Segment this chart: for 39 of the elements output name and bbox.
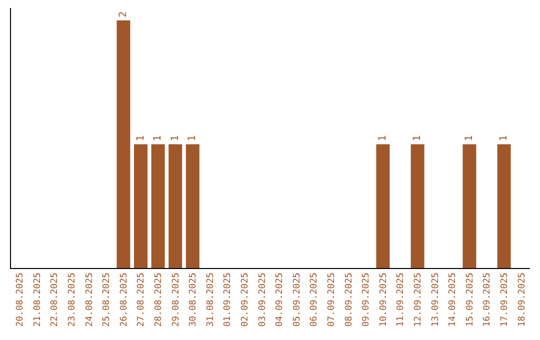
x-tick-label: 10.09.2025 [378, 272, 389, 327]
data-label: 1 [412, 135, 424, 142]
x-tick-label: 27.08.2025 [136, 272, 147, 327]
x-tick-label: 05.09.2025 [292, 272, 302, 327]
x-tick-label: 18.09.2025 [517, 272, 528, 327]
x-tick-label: 06.09.2025 [310, 272, 320, 327]
x-tick-label: 09.09.2025 [362, 272, 372, 327]
x-tick-label: 07.09.2025 [326, 272, 337, 327]
x-tick-label: 01.09.2025 [223, 272, 234, 327]
data-label: 1 [152, 135, 164, 142]
x-tick-label: 13.09.2025 [430, 272, 441, 327]
x-tick-label: 12.09.2025 [413, 272, 424, 327]
x-tick-label: 15.09.2025 [465, 272, 476, 327]
x-tick-label: 23.08.2025 [67, 272, 78, 327]
x-tick-label: 20.08.2025 [16, 272, 26, 327]
x-tick-label: 25.08.2025 [102, 272, 112, 327]
x-tick-label: 11.09.2025 [396, 272, 406, 327]
x-tick-label: 14.09.2025 [448, 272, 458, 327]
x-tick-label: 21.08.2025 [32, 272, 43, 327]
data-label: 1 [464, 135, 475, 142]
x-tick-label: 28.08.2025 [154, 272, 164, 327]
data-label: 1 [187, 135, 198, 142]
x-tick-label: 04.09.2025 [275, 272, 286, 327]
data-label: 1 [498, 135, 510, 142]
x-tick-label: 31.08.2025 [206, 272, 216, 327]
x-tick-label: 24.08.2025 [84, 272, 95, 327]
x-tick-label: 29.08.2025 [171, 272, 182, 327]
x-tick-label: 22.08.2025 [50, 272, 60, 327]
x-tick-label: 17.09.2025 [500, 272, 510, 327]
data-label: 1 [377, 135, 388, 142]
x-tick-label: 26.08.2025 [119, 272, 130, 327]
x-tick-label: 03.09.2025 [258, 272, 268, 327]
data-label: 1 [135, 135, 146, 142]
x-tick-label: 02.09.2025 [240, 272, 250, 327]
x-tick-label: 08.09.2025 [344, 272, 354, 327]
x-tick-label: 30.08.2025 [188, 272, 199, 327]
data-label: 1 [170, 135, 181, 142]
x-tick-label: 16.09.2025 [482, 272, 493, 327]
data-label: 2 [118, 11, 129, 18]
